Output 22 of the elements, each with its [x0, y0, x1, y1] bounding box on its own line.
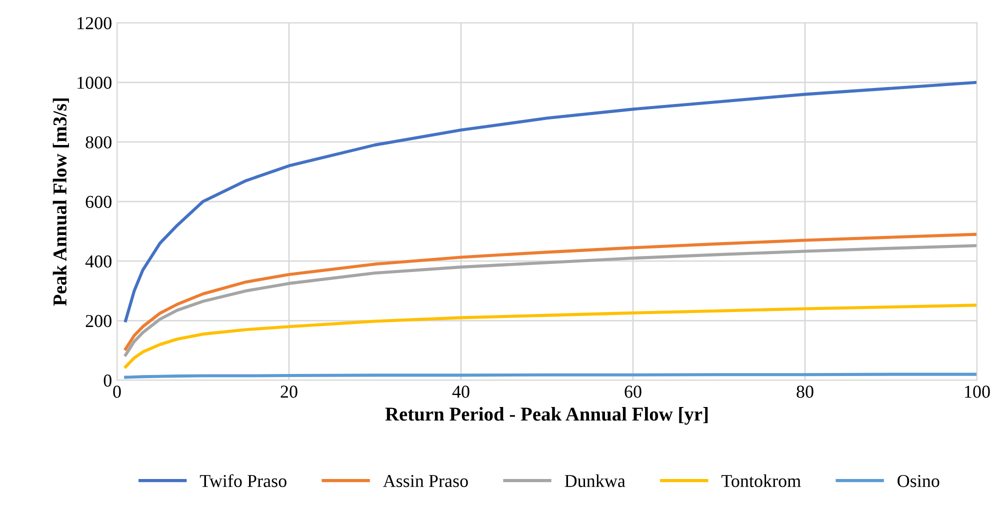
x-tick-label: 100 [965, 386, 990, 398]
x-tick-label: 20 [280, 386, 298, 398]
x-tick-label: 60 [624, 386, 642, 398]
y-tick-label: 0 [104, 374, 112, 387]
y-axis-title: Peak Annual Flow [m3/s] [52, 98, 69, 306]
y-tick-label: 200 [86, 314, 112, 328]
legend-label: Osino [898, 474, 940, 488]
y-tick-label: 400 [85, 255, 112, 268]
y-tick-label: 600 [86, 196, 112, 208]
line-series [124, 304, 977, 368]
legend-label: Assin Praso [382, 474, 468, 488]
y-tick-label: 800 [86, 136, 112, 148]
y-tick-label: 1000 [78, 76, 112, 89]
line-series [124, 80, 977, 322]
legend-label: Tontokrom [721, 474, 801, 488]
x-tick-label: 40 [452, 386, 470, 398]
legend-label: Twifo Praso [200, 474, 286, 488]
x-tick-label: 80 [796, 386, 814, 398]
x-tick-label: 0 [113, 386, 121, 398]
x-axis-title: Return Period - Peak Annual Flow [yr] [385, 407, 708, 425]
legend-label: Dunkwa [564, 474, 626, 488]
y-tick-label: 1200 [78, 17, 112, 30]
